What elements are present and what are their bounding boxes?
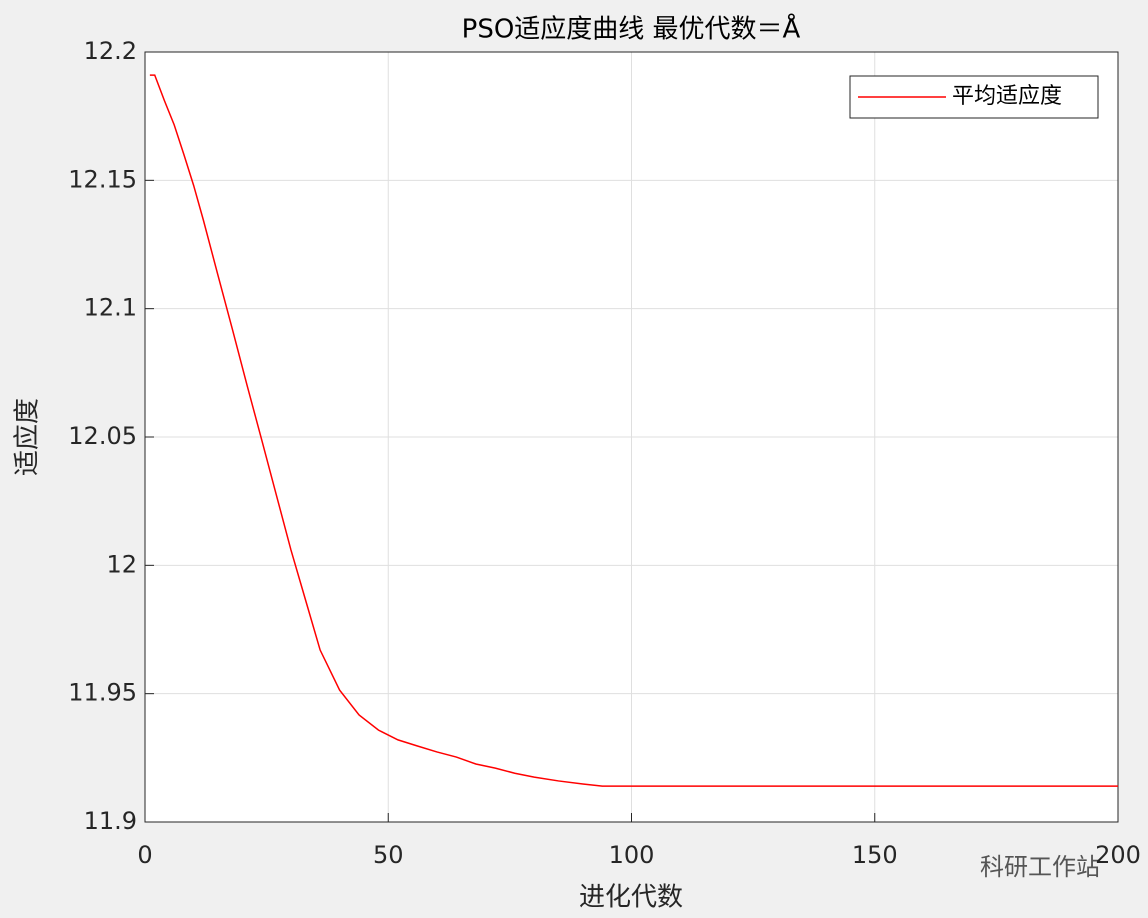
y-tick-label: 11.95 [68, 679, 137, 707]
chart-title: PSO适应度曲线 最优代数＝Å [462, 13, 801, 45]
y-tick-label: 12.1 [84, 294, 137, 322]
line-series [149, 74, 1118, 787]
axis-box [144, 51, 1119, 823]
x-tick-label: 200 [1095, 841, 1141, 869]
x-tick-label: 50 [373, 841, 404, 869]
y-tick-label: 11.9 [84, 807, 137, 835]
y-tick-label: 12.15 [68, 165, 137, 193]
x-tick-label: 0 [137, 841, 152, 869]
y-tick-label: 12 [106, 550, 137, 578]
y-tick-label: 12.05 [68, 422, 137, 450]
x-tick-label: 150 [852, 841, 898, 869]
x-tick-label: 100 [609, 841, 655, 869]
watermark: 科研工作站 [980, 853, 1100, 881]
x-axis-label: 进化代数 [579, 883, 683, 913]
y-tick-label: 12.2 [84, 37, 137, 65]
y-axis-label: 适应度 [13, 398, 43, 476]
legend-label: 平均适应度 [952, 84, 1062, 109]
